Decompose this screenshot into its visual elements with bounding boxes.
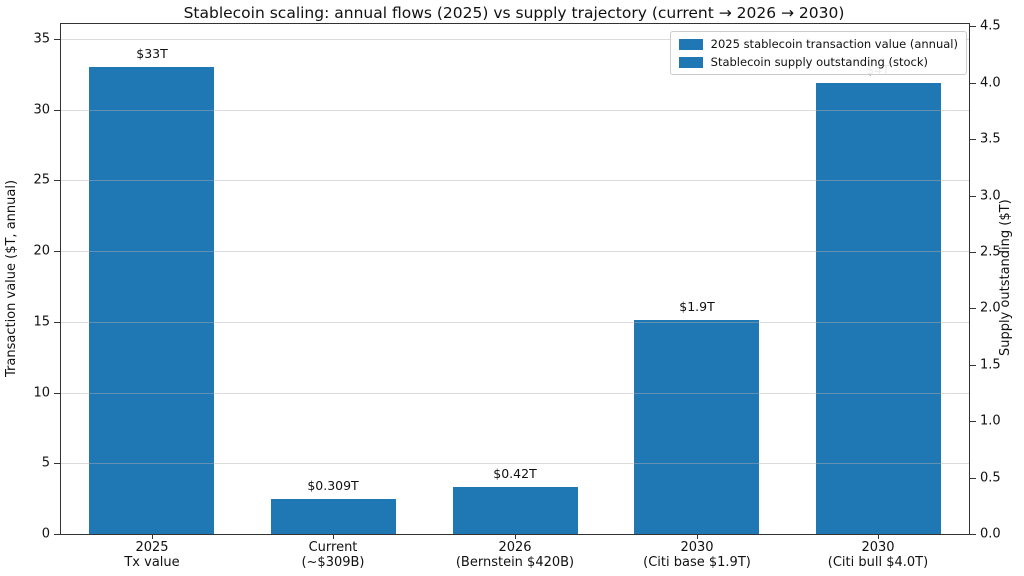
y-tick-mark-left bbox=[54, 39, 60, 40]
legend-swatch-icon bbox=[678, 56, 703, 68]
x-tick-mark bbox=[152, 534, 153, 539]
legend-label: Stablecoin supply outstanding (stock) bbox=[710, 55, 929, 69]
grid-line bbox=[61, 39, 969, 40]
bar bbox=[89, 67, 214, 534]
y-tick-mark-left bbox=[54, 534, 60, 535]
y-tick-label-left: 10 bbox=[33, 385, 50, 401]
y-tick-mark-right bbox=[970, 421, 976, 422]
x-tick-label-line: (~$309B) bbox=[301, 554, 365, 570]
grid-line bbox=[61, 180, 969, 181]
x-tick-label-line: 2026 bbox=[498, 540, 532, 555]
y-tick-label-right: 2.5 bbox=[980, 244, 1001, 260]
bar bbox=[271, 499, 396, 534]
x-tick-mark bbox=[878, 534, 879, 539]
y-tick-mark-right bbox=[970, 534, 976, 535]
y-tick-mark-left bbox=[54, 251, 60, 252]
y-tick-label-right: 0.5 bbox=[980, 470, 1001, 486]
bar-value-label: $1.9T bbox=[679, 299, 715, 314]
y-tick-label-right: 1.5 bbox=[980, 357, 1001, 373]
x-tick-label: 2025 Tx value bbox=[52, 540, 252, 571]
y-tick-mark-right bbox=[970, 139, 976, 140]
legend-swatch-icon bbox=[678, 38, 703, 50]
x-tick-label: Current (~$309B) bbox=[233, 540, 433, 571]
y-tick-label-right: 3.0 bbox=[980, 188, 1001, 204]
x-tick-mark bbox=[697, 534, 698, 539]
y-tick-mark-left bbox=[54, 393, 60, 394]
grid-line bbox=[61, 110, 969, 111]
x-tick-label-line: 2030 bbox=[861, 540, 895, 555]
x-tick-label: 2026 (Bernstein $420B) bbox=[415, 540, 615, 571]
y-tick-label-left: 0 bbox=[41, 526, 50, 542]
y-tick-label-left: 25 bbox=[33, 172, 50, 188]
x-tick-label-line: Tx value bbox=[124, 554, 180, 570]
x-tick-label-line: Current bbox=[308, 540, 358, 555]
y-tick-mark-right bbox=[970, 26, 976, 27]
bar bbox=[634, 320, 759, 534]
y-tick-mark-right bbox=[970, 252, 976, 253]
y-tick-label-left: 20 bbox=[33, 243, 50, 259]
legend: 2025 stablecoin transaction value (annua… bbox=[669, 31, 967, 75]
y-tick-label-right: 0.0 bbox=[980, 526, 1001, 542]
x-tick-label-line: 2025 bbox=[135, 540, 169, 555]
grid-line bbox=[61, 463, 969, 464]
y-tick-mark-left bbox=[54, 110, 60, 111]
x-tick-label-line: 2030 bbox=[680, 540, 714, 555]
y-tick-mark-right bbox=[970, 365, 976, 366]
grid-line bbox=[61, 251, 969, 252]
bar bbox=[453, 487, 578, 534]
y-tick-mark-right bbox=[970, 83, 976, 84]
y-tick-label-right: 4.5 bbox=[980, 18, 1001, 34]
plot-area: 2025 stablecoin transaction value (annua… bbox=[33, 19, 1000, 570]
x-tick-label: 2030 (Citi bull $4.0T) bbox=[778, 540, 978, 571]
y-tick-label-right: 3.5 bbox=[980, 131, 1001, 147]
grid-line bbox=[61, 322, 969, 323]
chart-title: Stablecoin scaling: annual flows (2025) … bbox=[183, 4, 845, 22]
y-tick-mark-right bbox=[970, 478, 976, 479]
y-tick-mark-right bbox=[970, 308, 976, 309]
legend-item-supply-outstanding: Stablecoin supply outstanding (stock) bbox=[678, 55, 958, 69]
bar bbox=[816, 83, 941, 534]
bar-value-label: $33T bbox=[136, 46, 168, 61]
y-tick-label-right: 1.0 bbox=[980, 413, 1001, 429]
y-tick-label-left: 35 bbox=[33, 31, 50, 47]
y-tick-label-left: 5 bbox=[41, 455, 50, 471]
grid-line bbox=[61, 393, 969, 394]
legend-item-transaction-value: 2025 stablecoin transaction value (annua… bbox=[678, 37, 958, 51]
y-tick-mark-left bbox=[54, 463, 60, 464]
y-tick-label-right: 4.0 bbox=[980, 75, 1001, 91]
x-tick-label-line: (Citi base $1.9T) bbox=[643, 554, 751, 570]
x-tick-mark bbox=[333, 534, 334, 539]
x-tick-label: 2030 (Citi base $1.9T) bbox=[597, 540, 797, 571]
x-tick-mark bbox=[515, 534, 516, 539]
legend-label: 2025 stablecoin transaction value (annua… bbox=[710, 37, 958, 51]
y-tick-label-left: 15 bbox=[33, 314, 50, 330]
x-tick-label-line: (Citi bull $4.0T) bbox=[827, 554, 929, 570]
bar-value-label: $0.42T bbox=[493, 466, 537, 481]
y-axis-label-right: Supply outstanding ($T) bbox=[998, 199, 1013, 357]
y-axis-label-left: Transaction value ($T, annual) bbox=[4, 179, 19, 377]
y-tick-mark-left bbox=[54, 322, 60, 323]
bar-value-label: $0.309T bbox=[307, 478, 359, 493]
y-tick-label-left: 30 bbox=[33, 102, 50, 118]
y-tick-mark-right bbox=[970, 196, 976, 197]
y-tick-mark-left bbox=[54, 180, 60, 181]
x-tick-label-line: (Bernstein $420B) bbox=[455, 554, 575, 570]
y-tick-label-right: 2.0 bbox=[980, 300, 1001, 316]
